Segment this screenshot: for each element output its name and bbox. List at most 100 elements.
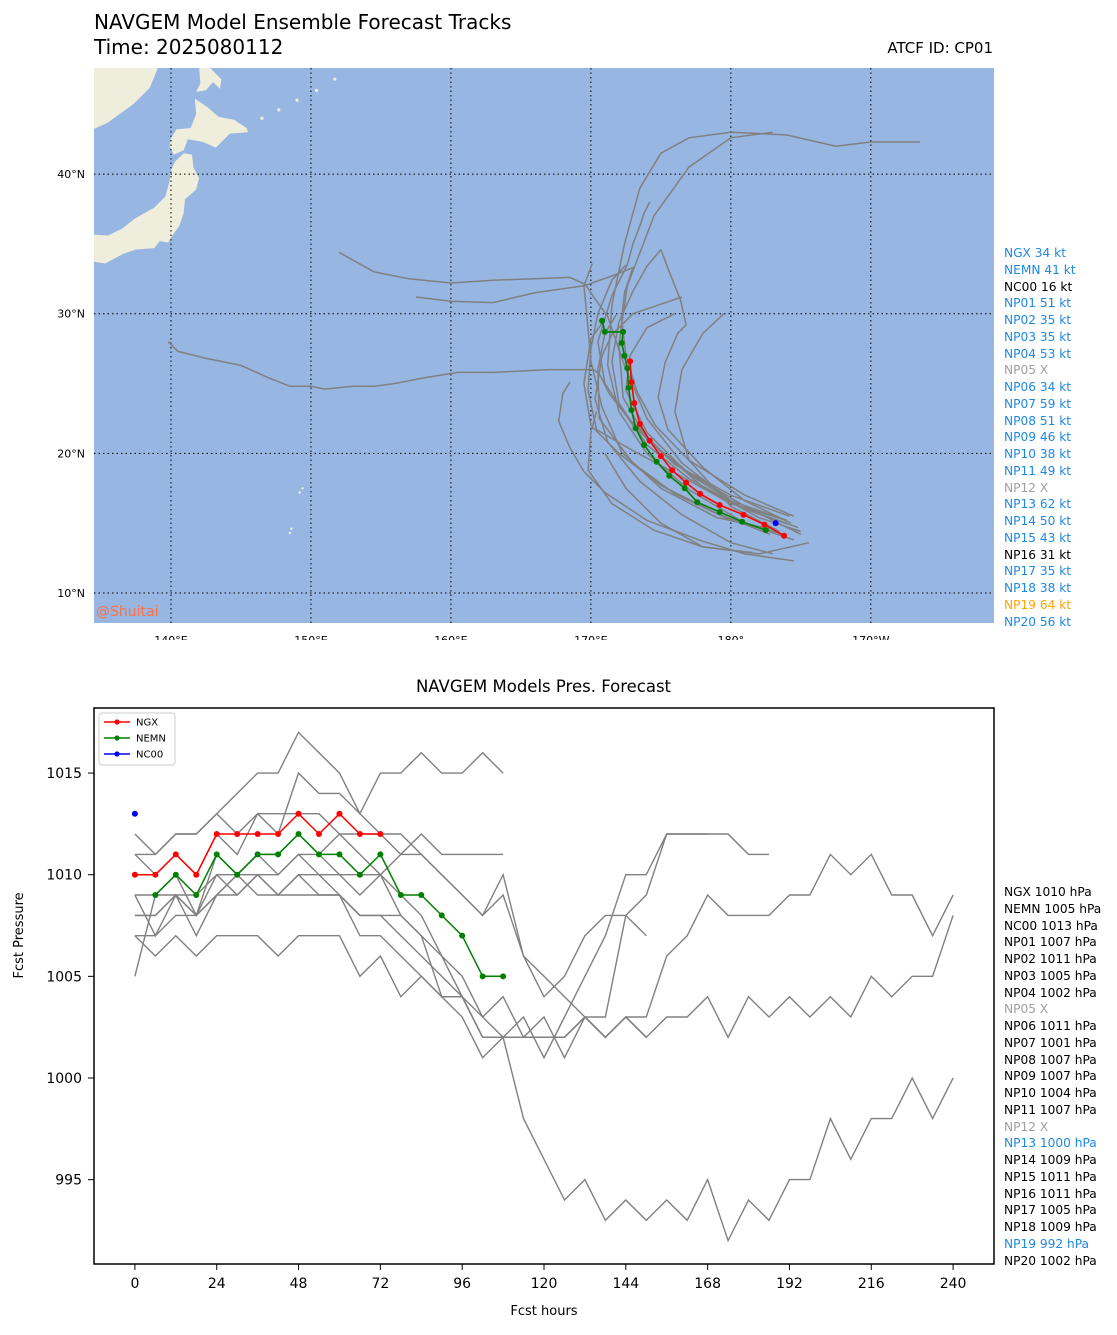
nemn-track-point (681, 485, 688, 492)
ngx-track-point (683, 479, 690, 486)
nemn-pressure-point (377, 851, 384, 858)
lon-tick-label: 170°W (852, 634, 889, 640)
pressure-legend-item: NP20 1002 hPa (1004, 1253, 1097, 1268)
nemn-track-point (666, 472, 673, 479)
pressure-legend-item: NC00 1013 hPa (1004, 918, 1098, 933)
pressure-legend-item: NP10 1004 hPa (1004, 1086, 1097, 1100)
pressure-legend-item: NP03 1005 hPa (1004, 968, 1097, 983)
nemn-track-point (762, 527, 769, 534)
member-pressure-line (134, 812, 647, 998)
nemn-track-point (632, 425, 639, 432)
member-pressure-line (134, 873, 954, 1039)
mainland-land (94, 68, 158, 129)
track-legend-item: NP14 50 kt (1004, 514, 1072, 528)
pressure-legend-item: NP15 1011 hPa (1004, 1169, 1097, 1184)
nc00-legend-marker (114, 751, 120, 757)
ngx-pressure-point (275, 831, 282, 838)
land-layer (94, 68, 337, 535)
x-tick-label: 192 (776, 1276, 803, 1292)
nemn-pressure-point (459, 932, 466, 939)
pressure-legend-item: NP17 1005 hPa (1004, 1203, 1097, 1218)
pressure-x-axis-label: Fcst hours (510, 1304, 578, 1319)
nemn-pressure-point (172, 871, 179, 878)
ngx-track-point (716, 502, 723, 509)
y-tick-label: 1010 (46, 868, 82, 884)
track-legend-item: NP17 35 kt (1004, 564, 1072, 579)
nemn-track-point (625, 384, 632, 391)
nemn-track-point (694, 499, 701, 506)
nemn-track-point (739, 518, 746, 525)
track-legend-item: NP13 62 kt (1004, 497, 1072, 512)
nemn-track-point (641, 441, 648, 448)
nc00-track-point (772, 520, 779, 527)
nemn-pressure-point (500, 973, 507, 980)
x-tick-label: 24 (208, 1276, 226, 1292)
track-legend-item: NC00 16 kt (1004, 279, 1073, 294)
track-legend-item: NP08 51 kt (1004, 413, 1072, 428)
ngx-pressure-line (134, 812, 381, 876)
member-track (587, 411, 752, 554)
nemn-pressure-point (479, 973, 486, 980)
nemn-pressure-point (397, 892, 404, 899)
pressure-series-legend: NGX NEMN NC00 (98, 712, 176, 766)
nemn-pressure-line (154, 832, 504, 978)
pressure-legend-item: NP11 1007 hPa (1004, 1102, 1097, 1117)
pressure-legend-item: NP14 1009 hPa (1004, 1153, 1097, 1167)
track-legend-item: NP09 46 kt (1004, 430, 1072, 445)
nc00-pressure-point (131, 810, 138, 817)
chart-title: NAVGEM Model Ensemble Forecast Tracks (94, 10, 512, 34)
ngx-track-point (697, 490, 704, 497)
track-legend-item: NP11 49 kt (1004, 463, 1072, 478)
x-tick-label: 0 (130, 1276, 139, 1292)
lon-tick-label: 140°E (154, 634, 187, 640)
kuril-island (314, 88, 319, 92)
mariana-island (298, 491, 301, 494)
pressure-legend-item: NP02 1011 hPa (1004, 952, 1097, 966)
member-track (587, 264, 788, 522)
sakhalin-land (196, 68, 222, 92)
nemn-pressure-point (152, 892, 159, 899)
nemn-track-point (618, 340, 625, 347)
x-tick-label: 240 (940, 1276, 967, 1292)
track-legend-item: NP16 31 kt (1004, 547, 1072, 562)
kuril-island (295, 98, 299, 102)
tracks (167, 131, 920, 562)
nemn-legend-label: NEMN (136, 734, 166, 745)
ngx-track-point (657, 453, 664, 460)
track-legend-item: NP19 64 kt (1004, 597, 1072, 612)
atcf-id: ATCF ID: CP01 (887, 39, 993, 57)
member-track (557, 381, 794, 562)
x-tick-label: 168 (694, 1276, 721, 1292)
ngx-pressure-point (295, 810, 302, 817)
track-legend-item: NGX 34 kt (1004, 246, 1067, 260)
nemn-pressure-point (295, 831, 302, 838)
pressure-legend-item: NP06 1011 hPa (1004, 1019, 1097, 1033)
watermark: @Shuitai (96, 604, 158, 620)
ngx-pressure-point (356, 831, 363, 838)
x-tick-label: 120 (531, 1276, 558, 1292)
lat-tick-label: 10°N (57, 587, 85, 600)
member-pressure-line (134, 873, 647, 1039)
ngx-track-point (631, 400, 638, 407)
ngx-pressure-point (152, 871, 159, 878)
y-tick-label: 995 (55, 1173, 82, 1189)
nemn-track-point (716, 509, 723, 515)
member-track (415, 266, 795, 517)
nemn-pressure-point (418, 892, 425, 899)
track-legend-item: NEMN 41 kt (1004, 262, 1076, 277)
lon-tick-label: 150°E (294, 634, 327, 640)
track-legend-item: NP12 X (1004, 480, 1049, 495)
pressure-legend-item: NGX 1010 hPa (1004, 885, 1092, 899)
track-legend-item: NP05 X (1004, 363, 1049, 378)
x-tick-label: 48 (290, 1276, 308, 1292)
member-pressure-line (134, 833, 708, 1060)
member-track (338, 251, 788, 522)
ngx-track-point (781, 532, 788, 539)
track-legend-item: NP04 53 kt (1004, 346, 1072, 361)
kuril-island (277, 108, 281, 112)
lat-tick-label: 40°N (57, 168, 85, 181)
nemn-track-point (628, 407, 635, 414)
ngx-track-point (646, 437, 653, 444)
ngx-pressure-point (193, 871, 200, 878)
pressure-legend-item: NP12 X (1004, 1119, 1049, 1134)
